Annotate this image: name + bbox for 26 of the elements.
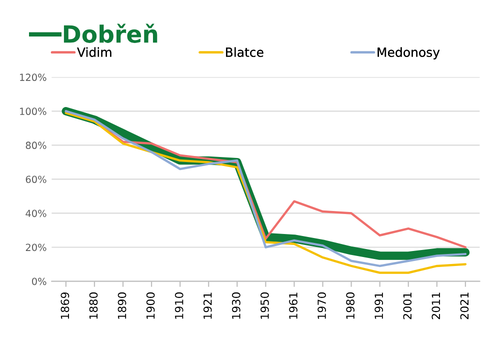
legend-label: Blatce <box>226 47 264 57</box>
x-tick-label: 1980 <box>346 292 355 319</box>
legend-label: Medonosy <box>378 47 440 60</box>
x-tick-label: 1880 <box>89 292 98 319</box>
x-tick-label: 2011 <box>432 292 440 320</box>
y-tick-label: 0% <box>32 278 46 286</box>
x-tick-label: 1950 <box>260 292 269 319</box>
y-tick-label: 80% <box>26 142 46 150</box>
x-tick-label: 1900 <box>146 292 155 319</box>
legend-label: Vidim <box>77 47 112 57</box>
x-tick-label: 2001 <box>403 292 412 320</box>
x-tick-label: 1921 <box>203 292 212 319</box>
x-tick-label: 1961 <box>289 292 298 319</box>
y-tick-label: 20% <box>26 244 46 252</box>
x-tick-label: 1991 <box>374 292 384 319</box>
legend-label: Dobřeň <box>64 24 158 43</box>
y-tick-label: 120% <box>20 74 46 82</box>
x-tick-label: 1910 <box>174 292 184 319</box>
y-tick-label: 40% <box>26 210 46 218</box>
y-tick-label: 60% <box>26 176 46 184</box>
x-tick-label: 1970 <box>318 292 326 319</box>
x-tick-label: 1930 <box>232 292 240 319</box>
x-tick-label: 1869 <box>60 292 70 319</box>
y-tick-label: 100% <box>20 108 46 116</box>
x-tick-label: 1890 <box>118 292 126 319</box>
x-tick-label: 2021 <box>460 292 469 320</box>
